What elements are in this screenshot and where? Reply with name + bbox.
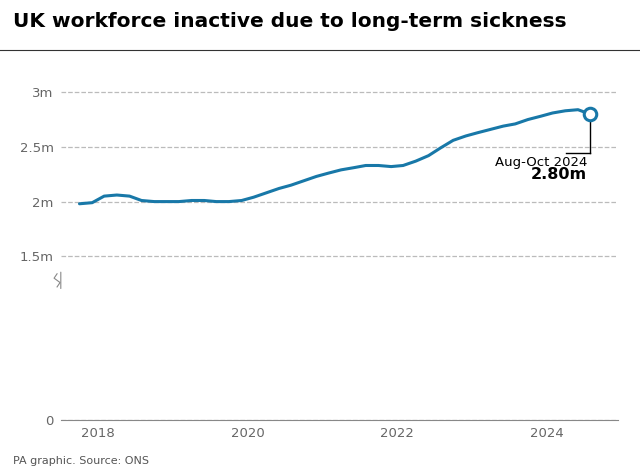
Text: Aug-Oct 2024: Aug-Oct 2024 [495,156,587,169]
Text: 2.80m: 2.80m [531,167,587,181]
Text: PA graphic. Source: ONS: PA graphic. Source: ONS [13,456,149,466]
Text: UK workforce inactive due to long-term sickness: UK workforce inactive due to long-term s… [13,12,566,31]
